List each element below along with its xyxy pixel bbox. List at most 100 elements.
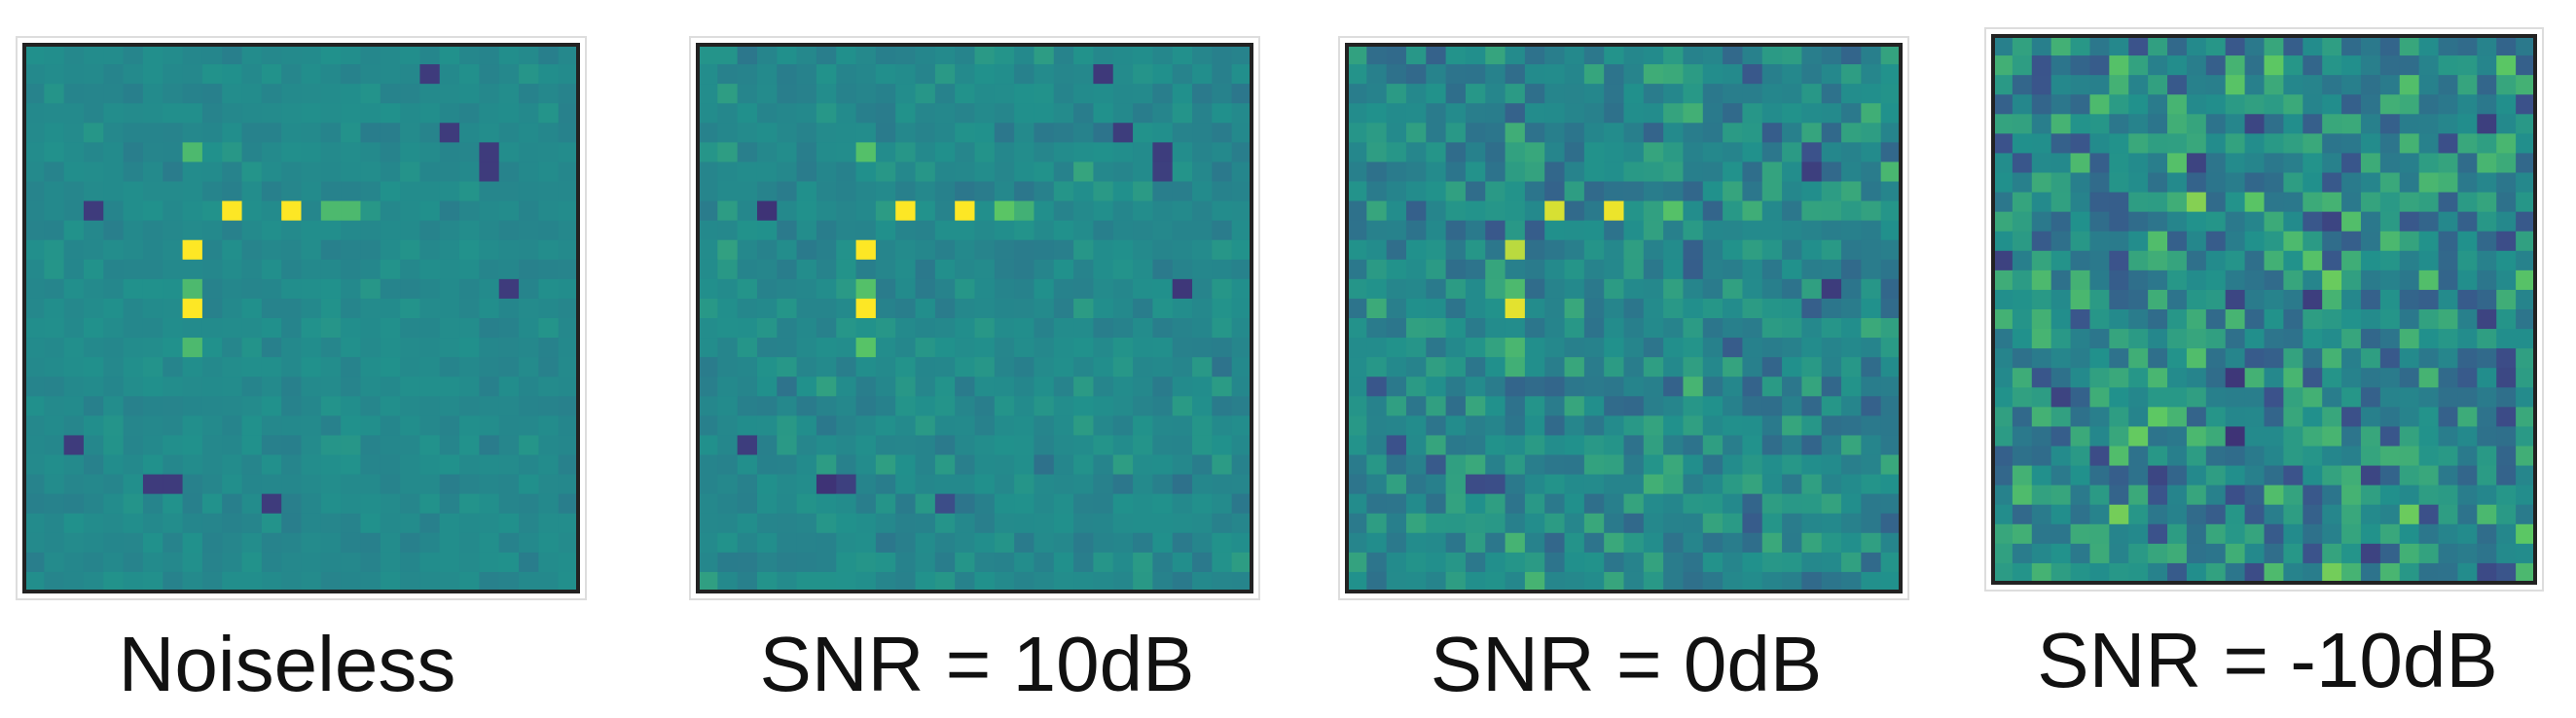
pixel [2205,446,2227,467]
pixel [2167,387,2188,408]
pixel [182,200,203,222]
pixel [1564,64,1585,85]
pixel [955,103,976,124]
pixel [400,123,421,143]
pixel [698,571,718,592]
pixel [1821,278,1842,300]
pixel [1212,571,1233,592]
pixel [836,142,857,163]
pixel [2070,114,2091,134]
pixel [1231,415,1252,437]
pixel [1405,162,1427,183]
pixel [222,200,243,222]
pixel [1544,396,1566,416]
pixel [1723,493,1744,515]
pixel [2012,387,2033,408]
pixel [2496,387,2517,408]
pixel [816,123,837,143]
pixel [1761,123,1783,143]
pixel [1093,162,1114,183]
pixel [498,338,520,358]
pixel [1782,532,1802,554]
pixel [2128,523,2149,545]
pixel [1742,435,1763,456]
pixel [2283,504,2304,525]
pixel [1212,181,1233,202]
pixel [419,435,441,456]
pixel [301,162,322,183]
pixel [1742,220,1763,241]
pixel [1663,377,1685,397]
pixel [2205,523,2227,545]
pixel [459,474,480,495]
pixel [419,298,441,319]
pixel [1742,532,1763,554]
caption: Noiseless [119,621,456,707]
pixel [1683,377,1704,397]
pixel [2186,55,2207,76]
pixel [1034,415,1055,437]
pixel [1742,571,1763,592]
pixel [1742,298,1763,319]
pixel [2496,172,2517,194]
pixel [2031,407,2052,428]
pixel [1426,103,1447,124]
pixel [479,435,500,456]
pixel [1841,493,1862,515]
pixel [1861,338,1882,358]
pixel [1583,123,1605,143]
pixel [1583,239,1605,261]
pixel [1152,338,1174,358]
pixel [2148,329,2168,349]
pixel [1524,532,1545,554]
pixel [1053,259,1074,280]
pixel [459,493,480,515]
pixel [1643,259,1664,280]
pixel [182,64,203,85]
pixel [400,298,421,319]
pixel [2186,269,2207,291]
pixel [103,103,125,124]
pixel [1623,338,1645,358]
pixel [2341,485,2362,506]
pixel [1683,513,1704,534]
pixel [44,278,65,300]
pixel [1053,415,1074,437]
pixel [538,142,560,163]
pixel [63,415,85,437]
pixel [1505,278,1526,300]
pixel [915,84,936,104]
pixel [1172,377,1193,397]
pixel [974,493,996,515]
pixel [1623,513,1645,534]
pixel [1861,259,1882,280]
pixel [836,200,857,222]
pixel [1583,45,1605,65]
pixel [1583,142,1605,163]
pixel [698,493,718,515]
pixel [698,415,718,437]
pixel [2341,309,2362,330]
pixel [44,200,65,222]
pixel [103,357,125,377]
pixel [2516,446,2536,467]
pixel [1212,377,1233,397]
pixel [974,123,996,143]
pixel [994,200,1015,222]
pixel [915,532,936,554]
pixel [974,84,996,104]
pixel [974,181,996,202]
pixel [1014,552,1035,573]
pixel [2496,153,2517,174]
pixel [2516,55,2536,76]
pixel [2070,289,2091,310]
pixel [261,552,282,573]
pixel [558,474,579,495]
pixel [1663,474,1685,495]
pixel [201,493,223,515]
pixel [1073,571,1095,592]
pixel [1861,571,1882,592]
pixel [717,493,739,515]
pixel [24,298,45,319]
pixel [1723,318,1744,339]
